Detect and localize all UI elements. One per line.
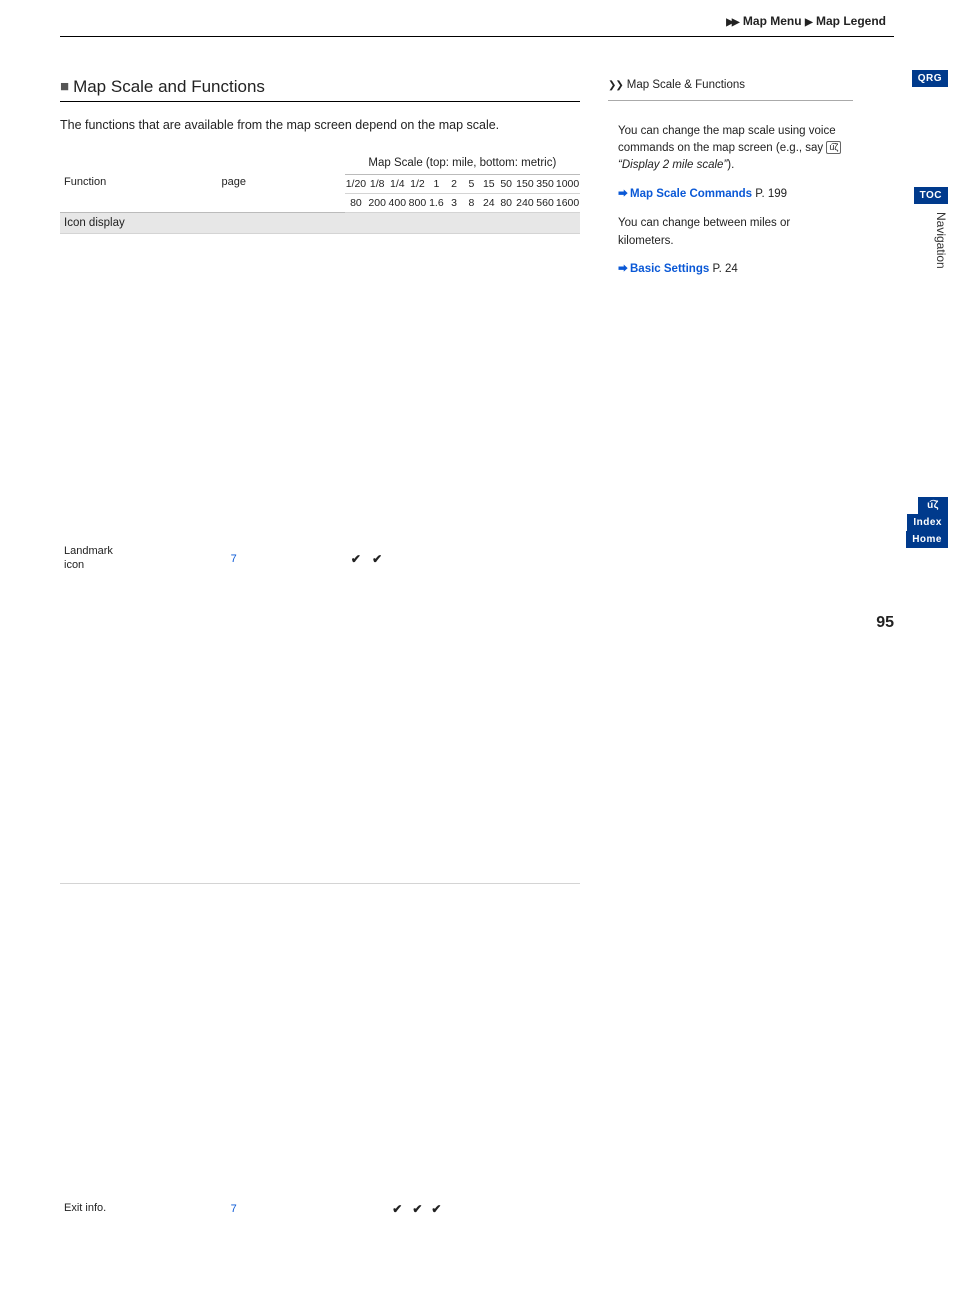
row-label: Landmark icon bbox=[60, 234, 123, 884]
sidebar-note-title-text: Map Scale & Functions bbox=[627, 79, 745, 91]
table-group-header: Icon display bbox=[60, 213, 580, 234]
sidebar-note-title: ❯❯ Map Scale & Functions bbox=[608, 77, 853, 94]
check-cell: ✔ bbox=[367, 234, 387, 884]
check-cell bbox=[480, 884, 497, 1300]
horizontal-rule bbox=[60, 36, 894, 37]
note-text: ). bbox=[727, 159, 734, 171]
cross-reference-link[interactable]: ⮕Basic Settings P. 24 bbox=[618, 261, 847, 278]
check-cell bbox=[535, 234, 555, 884]
page-number: 95 bbox=[876, 614, 894, 632]
tab-index[interactable]: Index bbox=[907, 514, 948, 531]
cross-reference-link[interactable]: ⮕Map Scale Commands P. 199 bbox=[618, 186, 847, 203]
th-scale-metric: 80 bbox=[497, 194, 514, 213]
check-cell bbox=[367, 884, 387, 1300]
check-cell bbox=[555, 884, 580, 1300]
check-cell bbox=[387, 234, 407, 884]
tab-toc[interactable]: TOC bbox=[914, 187, 948, 204]
tab-home[interactable]: Home bbox=[906, 531, 948, 548]
check-cell: ✔ bbox=[428, 884, 446, 1300]
xref-icon: ⮕ bbox=[618, 264, 628, 275]
check-cell bbox=[345, 884, 367, 1300]
square-bullet-icon: ■ bbox=[60, 78, 69, 95]
th-page: page bbox=[123, 152, 345, 213]
th-scale-mile: 1/8 bbox=[367, 175, 387, 194]
map-scale-table: Function page Map Scale (top: mile, bott… bbox=[60, 152, 580, 1300]
th-scale-mile: 1/4 bbox=[387, 175, 407, 194]
page-link[interactable]: 7 bbox=[231, 1203, 237, 1215]
th-scale-metric: 240 bbox=[515, 194, 535, 213]
check-cell bbox=[407, 234, 427, 884]
breadcrumb-chevron-icon: ▶ bbox=[805, 17, 811, 28]
check-cell bbox=[555, 234, 580, 884]
note-paragraph: You can change the map scale using voice… bbox=[618, 123, 847, 175]
side-tabs: QRG TOC Navigation u͡ζ Index Home bbox=[906, 70, 948, 548]
check-cell bbox=[497, 234, 514, 884]
note-text: You can change the map scale using voice… bbox=[618, 125, 836, 154]
tab-qrg[interactable]: QRG bbox=[912, 70, 948, 87]
th-scale-metric: 200 bbox=[367, 194, 387, 213]
check-cell bbox=[428, 234, 446, 884]
th-scale-mile: 2 bbox=[445, 175, 462, 194]
section-title: ■Map Scale and Functions bbox=[60, 77, 580, 102]
th-scale-metric: 1.6 bbox=[428, 194, 446, 213]
check-cell: ✔ bbox=[345, 234, 367, 884]
check-cell bbox=[515, 234, 535, 884]
section-indicator-vertical: Navigation bbox=[934, 204, 948, 277]
th-function: Function bbox=[60, 152, 123, 213]
th-scale-mile: 350 bbox=[535, 175, 555, 194]
th-scale-mile: 5 bbox=[463, 175, 480, 194]
xref-label[interactable]: Basic Settings bbox=[630, 263, 709, 275]
check-cell bbox=[463, 884, 480, 1300]
xref-icon: ⮕ bbox=[618, 189, 628, 200]
th-scale-mile: 1 bbox=[428, 175, 446, 194]
row-label: Exit info. bbox=[60, 884, 123, 1300]
breadcrumb-chevron-icon: ▶▶ bbox=[726, 17, 737, 28]
th-scale-metric: 1600 bbox=[555, 194, 580, 213]
voice-command-icon: u͡ζ bbox=[826, 141, 841, 154]
th-scale-metric: 400 bbox=[387, 194, 407, 213]
breadcrumb: ▶▶ Map Menu ▶ Map Legend bbox=[60, 14, 894, 34]
breadcrumb-item[interactable]: Map Menu bbox=[743, 14, 802, 28]
lead-paragraph: The functions that are available from th… bbox=[60, 116, 580, 134]
th-scale-metric: 80 bbox=[345, 194, 367, 213]
th-scale-mile: 50 bbox=[497, 175, 514, 194]
table-row: Landmark icon 7 ✔✔ bbox=[60, 234, 580, 884]
check-cell bbox=[497, 884, 514, 1300]
th-scale-mile: 15 bbox=[480, 175, 497, 194]
check-cell bbox=[515, 884, 535, 1300]
check-cell bbox=[535, 884, 555, 1300]
th-scale-mile: 150 bbox=[515, 175, 535, 194]
th-scale-mile: 1000 bbox=[555, 175, 580, 194]
check-cell bbox=[445, 884, 462, 1300]
th-scale-mile: 1/2 bbox=[407, 175, 427, 194]
th-scale-metric: 800 bbox=[407, 194, 427, 213]
check-cell bbox=[463, 234, 480, 884]
th-scale-metric: 3 bbox=[445, 194, 462, 213]
th-scale-metric: 560 bbox=[535, 194, 555, 213]
th-scale-metric: 24 bbox=[480, 194, 497, 213]
th-scale-span: Map Scale (top: mile, bottom: metric) bbox=[345, 152, 580, 175]
th-scale-mile: 1/20 bbox=[345, 175, 367, 194]
tab-voice-commands[interactable]: u͡ζ bbox=[918, 497, 948, 514]
th-scale-metric: 8 bbox=[463, 194, 480, 213]
page-link[interactable]: 7 bbox=[231, 553, 237, 565]
section-title-text: Map Scale and Functions bbox=[73, 77, 265, 96]
main-content: ■Map Scale and Functions The functions t… bbox=[60, 77, 580, 1300]
note-title-icon: ❯❯ bbox=[608, 78, 623, 93]
page-root: ▶▶ Map Menu ▶ Map Legend ■Map Scale and … bbox=[0, 0, 954, 650]
breadcrumb-item[interactable]: Map Legend bbox=[816, 14, 886, 28]
xref-label[interactable]: Map Scale Commands bbox=[630, 188, 752, 200]
note-paragraph: You can change between miles or kilomete… bbox=[618, 215, 847, 250]
check-cell bbox=[445, 234, 462, 884]
table-row: Exit info. 7 ✔✔✔ bbox=[60, 884, 580, 1300]
note-text-emph: “Display 2 mile scale” bbox=[618, 159, 727, 171]
voice-icon: u͡ζ bbox=[927, 500, 939, 511]
check-cell: ✔ bbox=[407, 884, 427, 1300]
xref-page: P. 24 bbox=[712, 263, 737, 275]
sidebar-note: ❯❯ Map Scale & Functions You can change t… bbox=[608, 77, 853, 1300]
check-cell: ✔ bbox=[387, 884, 407, 1300]
check-cell bbox=[480, 234, 497, 884]
xref-page: P. 199 bbox=[755, 188, 787, 200]
